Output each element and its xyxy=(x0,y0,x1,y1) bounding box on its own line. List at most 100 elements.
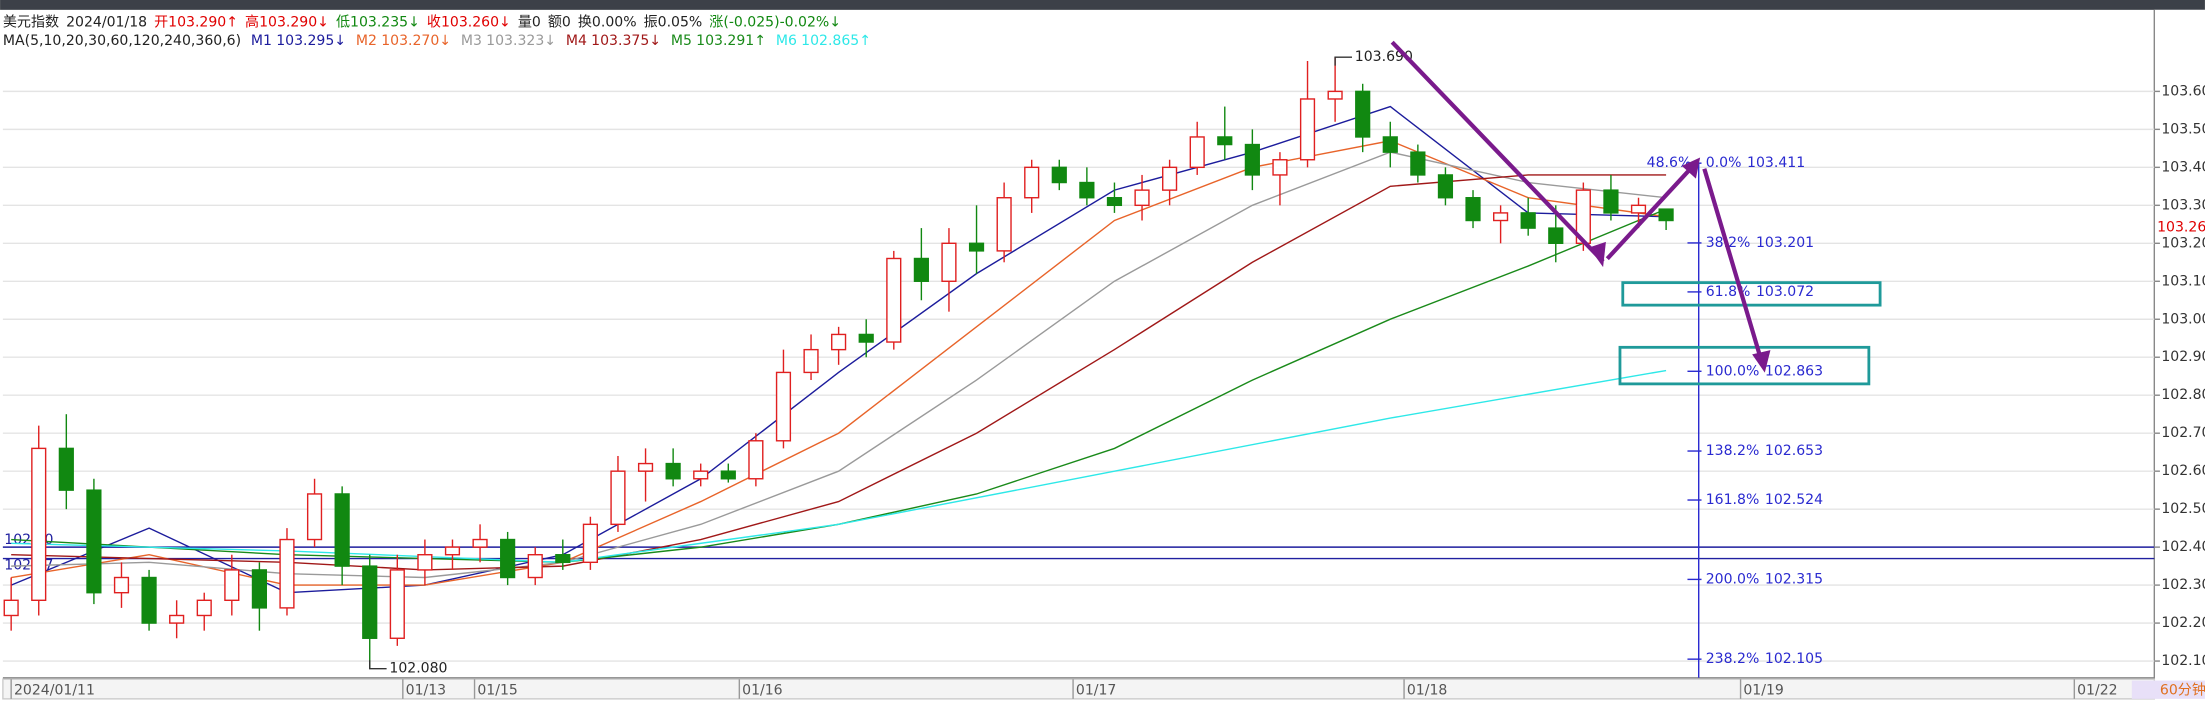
legend-name: M3 xyxy=(461,33,482,49)
ma-line xyxy=(11,369,1667,564)
date: 2024/01/18 xyxy=(66,14,147,30)
arrow xyxy=(1605,164,1695,261)
legend-value: 103.295↓ xyxy=(276,33,346,49)
candle-body xyxy=(1493,212,1509,222)
candle-body xyxy=(665,462,681,480)
candle-body xyxy=(417,554,433,571)
arrow-head xyxy=(1681,157,1701,179)
candle-body xyxy=(279,538,295,609)
arrow-heads xyxy=(1589,157,1771,373)
target-box xyxy=(1621,281,1882,307)
arrow-head xyxy=(1589,241,1606,268)
x-tick-label: 01/19 xyxy=(1743,682,1783,698)
x-tick-label: 2024/01/11 xyxy=(14,682,95,698)
candle-body xyxy=(1299,98,1316,161)
fib-value: 102.863 xyxy=(1765,363,1823,379)
period-label[interactable]: 60分钟 xyxy=(2160,681,2205,698)
candle-body xyxy=(637,462,654,472)
quote: 高103.290↓ xyxy=(245,13,329,30)
high-label: 103.690 xyxy=(1355,49,1413,65)
fib-value: 102.315 xyxy=(1765,571,1823,587)
candle-body xyxy=(1079,181,1095,199)
candle-body xyxy=(31,447,47,601)
ma-line xyxy=(11,208,1667,564)
fib-extra-label: 48.6% xyxy=(1647,155,1692,171)
fib-value: 102.105 xyxy=(1765,651,1823,667)
trend-arrows xyxy=(1390,40,1765,364)
candle-body xyxy=(362,565,378,639)
ma-line xyxy=(11,151,1667,579)
arrow xyxy=(1702,168,1765,364)
y-tick-label: 102.80 xyxy=(2161,387,2205,403)
candle-body xyxy=(886,257,902,343)
period-box xyxy=(2131,680,2205,699)
candle-body xyxy=(996,197,1012,252)
candle-body xyxy=(1106,197,1123,207)
candle-body xyxy=(1603,189,1619,214)
candle-body xyxy=(527,554,543,579)
candle-body xyxy=(389,569,405,639)
candle-body xyxy=(968,242,985,252)
candle-body xyxy=(913,257,929,282)
candle-body xyxy=(748,440,764,480)
low-label: 102.080 xyxy=(389,661,447,677)
candle-body xyxy=(1382,136,1398,153)
legend-value: 103.323↓ xyxy=(486,33,556,49)
candle-body xyxy=(1162,166,1178,191)
right-axis-area xyxy=(2154,9,2205,680)
candle-body xyxy=(472,538,488,548)
quote: 收103.260↓ xyxy=(427,14,511,30)
quote: 量0 xyxy=(518,14,541,30)
candle-body xyxy=(858,333,874,343)
candle-body xyxy=(1134,189,1150,207)
candle-body xyxy=(334,493,350,567)
candle-body xyxy=(1051,166,1067,184)
candle-body xyxy=(1520,212,1536,229)
y-tick-label: 103.30 xyxy=(2161,197,2205,213)
fib-value: 102.524 xyxy=(1765,492,1823,508)
candle-body xyxy=(306,493,323,541)
quote: 涨(-0.025)-0.02%↓ xyxy=(709,14,841,30)
candle-body xyxy=(1024,166,1040,199)
fib-ratio: 161.8% xyxy=(1706,492,1760,508)
x-tick-label: 01/15 xyxy=(477,682,517,698)
x-tick-label: 01/22 xyxy=(2077,682,2117,698)
candle-body xyxy=(113,576,130,594)
candle-body xyxy=(1327,90,1343,100)
candle-body xyxy=(86,489,102,594)
candle-body xyxy=(1465,197,1481,222)
low-marker xyxy=(369,660,387,670)
candle-body xyxy=(444,546,461,556)
candle-body xyxy=(1217,136,1233,146)
legend-name: M2 xyxy=(356,33,377,49)
legend-name: M4 xyxy=(566,33,587,49)
fib-ratio: 138.2% xyxy=(1706,443,1760,459)
y-tick-label: 102.10 xyxy=(2161,653,2205,669)
quote: 振0.05% xyxy=(644,14,703,30)
y-tick-label: 103.60 xyxy=(2161,83,2205,99)
high-marker xyxy=(1334,56,1352,66)
arrow xyxy=(1390,40,1605,264)
candle-body xyxy=(196,599,212,617)
fib-value: 103.411 xyxy=(1747,155,1805,171)
ma-title: MA(5,10,20,30,60,120,240,360,6) xyxy=(3,33,241,49)
x-tick-label: 01/13 xyxy=(406,682,446,698)
candle-body xyxy=(1658,208,1674,222)
candle-body xyxy=(693,470,709,480)
fib-value: 102.653 xyxy=(1765,443,1823,459)
y-tick-label: 102.30 xyxy=(2161,577,2205,593)
quote: 开103.290↑ xyxy=(154,14,238,30)
legend-value: 103.375↓ xyxy=(591,33,661,49)
x-tick-label: 01/18 xyxy=(1407,682,1447,698)
candle-body xyxy=(224,569,240,601)
quote: 换0.00% xyxy=(578,13,637,30)
fib-ratio: 100.0% xyxy=(1706,363,1760,379)
quote: 低103.235↓ xyxy=(336,14,420,30)
candle-body xyxy=(775,371,792,442)
candle-body xyxy=(58,447,74,491)
y-tick-label: 103.20 xyxy=(2161,235,2205,251)
fib-value: 103.072 xyxy=(1756,284,1814,300)
